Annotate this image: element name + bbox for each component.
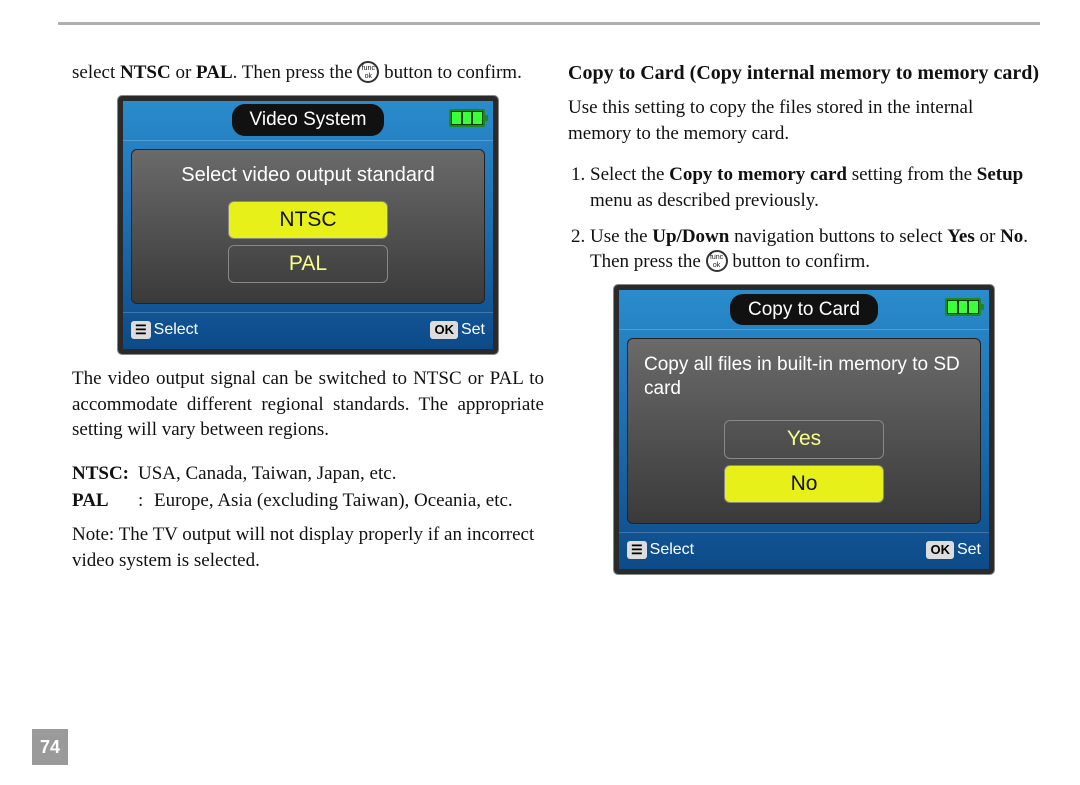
select-key-icon: ☰ [131,321,151,339]
text: Set [461,321,485,338]
lcd-header: Copy to Card [619,290,989,330]
setup-bold: Setup [977,164,1023,185]
step-1: Select the Copy to memory card setting f… [590,162,1040,213]
func-ok-icon: funcok [357,61,379,83]
text: Select [650,541,694,558]
option-ntsc[interactable]: NTSC [228,201,388,239]
lcd-title: Copy to Card [730,294,878,326]
text: . Then press the [233,62,358,83]
yes-bold: Yes [947,226,974,247]
text: menu as described previously. [590,190,819,211]
text: button to confirm. [379,62,521,83]
steps-list: Select the Copy to memory card setting f… [568,162,1040,275]
copy-intro: Use this setting to copy the files store… [568,95,1040,146]
text: select [72,62,120,83]
intro-text: select NTSC or PAL. Then press the funco… [72,60,544,86]
page-number: 74 [32,729,68,765]
text: button to confirm. [728,251,870,272]
updown-bold: Up/Down [652,226,729,247]
page-top-rule [58,22,1040,25]
footer-set: OKSet [926,539,981,561]
lcd-header: Video System [123,101,493,141]
battery-icon [449,109,485,127]
lcd-body: Select video output standard NTSC PAL [131,149,485,305]
left-column: select NTSC or PAL. Then press the funco… [72,60,544,586]
label: PAL [72,488,134,514]
text: or [975,226,1000,247]
lcd-body: Copy all files in built-in memory to SD … [627,338,981,524]
text: Select the [590,164,669,185]
text: Set [957,541,981,558]
lcd-title: Video System [232,104,385,136]
option-no[interactable]: No [724,465,884,503]
tv-output-note: Note: The TV output will not display pro… [72,522,544,573]
video-system-screen: Video System Select video output standar… [118,96,498,354]
option-pal[interactable]: PAL [228,245,388,283]
text: navigation buttons to select [729,226,947,247]
right-column: Copy to Card (Copy internal memory to me… [568,60,1040,586]
footer-select: ☰Select [627,539,694,561]
select-key-icon: ☰ [627,541,647,559]
text: Use the [590,226,652,247]
ok-key-icon: OK [926,541,954,559]
text: Select [154,321,198,338]
battery-icon [945,298,981,316]
copy-to-card-heading: Copy to Card (Copy internal memory to me… [568,60,1040,87]
pal-definition: PAL : Europe, Asia (excluding Taiwan), O… [72,488,544,514]
lcd-footer: ☰Select OKSet [123,312,493,349]
footer-set: OKSet [430,319,485,341]
step-2: Use the Up/Down navigation buttons to se… [590,224,1040,275]
text: setting from the [847,164,977,185]
two-column-layout: select NTSC or PAL. Then press the funco… [40,60,1040,586]
value: Europe, Asia (excluding Taiwan), Oceania… [154,488,544,514]
no-bold: No [1000,226,1023,247]
func-ok-icon: funcok [706,250,728,272]
value: USA, Canada, Taiwan, Japan, etc. [138,461,544,487]
label: NTSC: [72,461,134,487]
colon: : [138,488,150,514]
copy-to-memory-card-bold: Copy to memory card [669,164,847,185]
video-explanation: The video output signal can be switched … [72,366,544,443]
pal-bold: PAL [196,62,233,83]
lcd-prompt: Select video output standard [142,162,474,189]
option-yes[interactable]: Yes [724,420,884,458]
copy-to-card-screen: Copy to Card Copy all files in built-in … [614,285,994,574]
ntsc-definition: NTSC: USA, Canada, Taiwan, Japan, etc. [72,461,544,487]
ntsc-bold: NTSC [120,62,171,83]
footer-select: ☰Select [131,319,198,341]
lcd-footer: ☰Select OKSet [619,532,989,569]
text: or [171,62,196,83]
lcd-prompt: Copy all files in built-in memory to SD … [638,351,970,409]
manual-page: select NTSC or PAL. Then press the funco… [0,0,1080,785]
ok-key-icon: OK [430,321,458,339]
